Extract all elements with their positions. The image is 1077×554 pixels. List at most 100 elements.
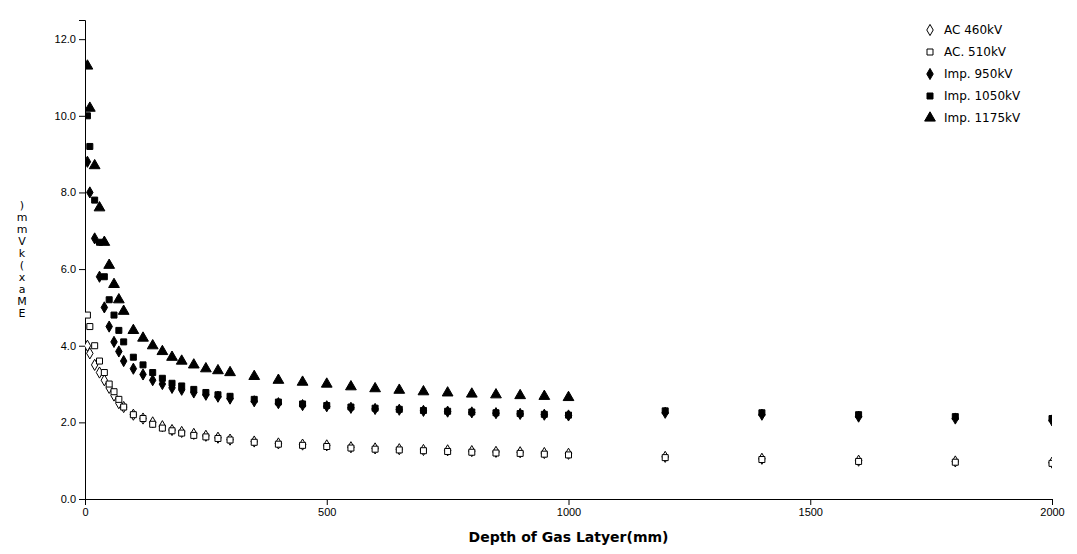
x-tick-mark [810,499,811,505]
point [111,389,117,395]
x-axis-title: Depth of Gas Latyer(mm) [469,529,669,545]
point [150,370,156,376]
point [85,102,95,111]
legend: AC 460kVAC. 510kVImp. 950kVImp. 1050kVIm… [925,23,1021,125]
point [566,412,572,418]
data-area [85,60,1052,468]
y-tick: 12.0 [55,33,85,45]
legend-label: AC. 510kV [944,45,1007,59]
x-tick-label: 1500 [799,506,823,518]
point [759,410,765,416]
point [396,404,402,415]
point [539,390,550,399]
point [324,444,330,450]
point [159,421,165,432]
point [140,416,146,422]
point [251,396,257,402]
point [565,448,571,459]
point [321,378,332,387]
point [324,401,330,412]
point [420,444,426,455]
legend-label: AC 460kV [944,23,1003,37]
legend-symbol [927,24,933,35]
point [541,447,547,458]
y-tick-mark [79,346,85,347]
point [418,386,429,395]
x-tick-mark [569,499,570,505]
point [167,351,178,360]
point [85,312,90,318]
point [372,443,378,454]
point [191,432,197,438]
point [101,370,107,376]
point [138,332,149,341]
point [952,456,958,467]
point [324,440,330,451]
plot: 05001000150020000.02.04.06.08.010.012.0A… [55,21,1065,518]
point [87,187,93,198]
x-tick-label: 500 [318,506,336,518]
point [121,404,127,410]
point [111,312,117,318]
point [130,354,136,360]
point [493,446,499,457]
series [85,60,574,401]
point [541,409,547,420]
legend-symbol [927,49,933,55]
point [120,355,126,366]
point [300,442,306,448]
point [104,259,115,268]
point [1049,415,1052,426]
point [541,411,547,417]
point [85,60,93,69]
point [346,381,357,390]
legend-symbol [927,68,933,79]
point [213,364,224,373]
point [491,389,502,398]
point [159,425,165,431]
series [85,312,1052,466]
y-tick: 4.0 [61,340,85,352]
chart: 05001000150020000.02.04.06.08.010.012.0A… [0,0,1077,554]
point [299,439,305,450]
point [469,407,475,418]
y-tick-label: 0.0 [61,493,76,505]
point [251,436,257,447]
x-tick-mark [1052,499,1053,505]
point [493,410,499,416]
y-tick-label: 6.0 [61,263,76,275]
point [952,414,958,420]
point [106,381,112,387]
point [157,345,168,354]
point [97,358,103,364]
point [106,297,112,303]
y-tick-mark [79,116,85,117]
point [89,159,100,168]
point [372,405,378,411]
point [87,143,93,149]
point [140,362,146,368]
point [1049,460,1052,466]
point [396,406,402,412]
point [130,409,136,420]
point [759,457,765,463]
point [203,389,209,395]
point [94,202,105,211]
point [85,156,91,167]
point [85,113,90,119]
point [111,336,117,347]
point [101,302,107,313]
y-tick-mark [79,499,85,500]
point [87,324,93,330]
point [324,402,330,408]
point [215,392,221,398]
point [225,366,236,375]
y-axis-title: )mmVk(xaME [17,199,28,320]
y-tick-label: 8.0 [61,186,76,198]
point [469,409,475,415]
point [541,451,547,457]
point [493,408,499,419]
point [299,400,305,411]
point [87,348,93,359]
point [396,447,402,453]
